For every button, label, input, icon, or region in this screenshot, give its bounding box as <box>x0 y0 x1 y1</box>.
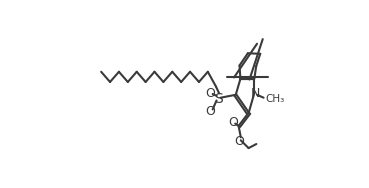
Text: CH₃: CH₃ <box>265 94 285 104</box>
Text: O: O <box>205 86 215 100</box>
Text: N: N <box>251 87 260 100</box>
Text: S: S <box>214 92 223 106</box>
Text: O: O <box>205 105 215 118</box>
Text: O: O <box>234 136 244 149</box>
Text: O: O <box>228 116 238 129</box>
